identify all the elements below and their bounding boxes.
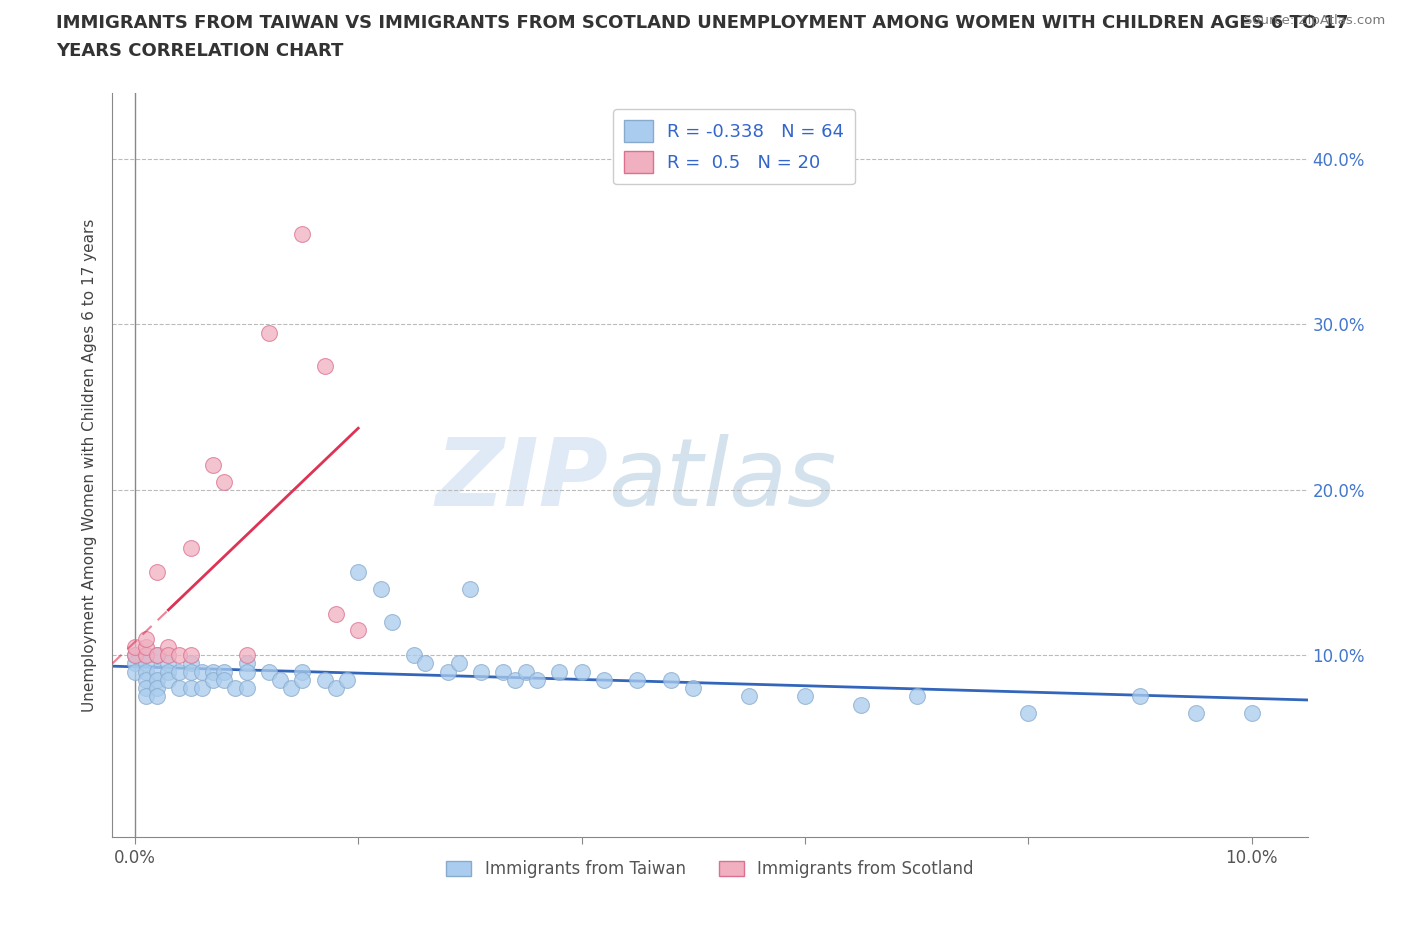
- Point: [212, 672, 235, 687]
- Point: [169, 681, 191, 696]
- Point: [436, 664, 458, 679]
- Point: [492, 664, 515, 679]
- Point: [135, 640, 157, 655]
- Point: [124, 664, 146, 679]
- Point: [458, 581, 481, 596]
- Point: [201, 664, 224, 679]
- Point: [347, 623, 370, 638]
- Point: [201, 458, 224, 472]
- Point: [1017, 706, 1039, 721]
- Point: [269, 672, 291, 687]
- Point: [571, 664, 593, 679]
- Point: [381, 615, 404, 630]
- Point: [146, 689, 169, 704]
- Point: [212, 664, 235, 679]
- Point: [180, 540, 202, 555]
- Point: [135, 681, 157, 696]
- Point: [180, 656, 202, 671]
- Point: [146, 672, 169, 687]
- Point: [235, 664, 257, 679]
- Point: [180, 681, 202, 696]
- Point: [503, 672, 526, 687]
- Point: [1129, 689, 1152, 704]
- Point: [135, 631, 157, 646]
- Point: [659, 672, 682, 687]
- Text: atlas: atlas: [609, 434, 837, 525]
- Point: [191, 664, 214, 679]
- Point: [146, 681, 169, 696]
- Point: [135, 656, 157, 671]
- Point: [447, 656, 470, 671]
- Point: [682, 681, 704, 696]
- Point: [135, 672, 157, 687]
- Point: [336, 672, 359, 687]
- Point: [413, 656, 436, 671]
- Point: [402, 647, 425, 662]
- Text: Source: ZipAtlas.com: Source: ZipAtlas.com: [1244, 14, 1385, 27]
- Point: [593, 672, 616, 687]
- Point: [157, 640, 180, 655]
- Point: [157, 672, 180, 687]
- Point: [280, 681, 302, 696]
- Point: [526, 672, 548, 687]
- Point: [291, 664, 314, 679]
- Point: [314, 672, 336, 687]
- Point: [515, 664, 537, 679]
- Point: [470, 664, 492, 679]
- Point: [146, 647, 169, 662]
- Point: [325, 606, 347, 621]
- Text: ZIP: ZIP: [436, 434, 609, 525]
- Point: [135, 647, 157, 662]
- Point: [135, 647, 157, 662]
- Point: [146, 565, 169, 580]
- Point: [135, 664, 157, 679]
- Point: [325, 681, 347, 696]
- Point: [738, 689, 761, 704]
- Point: [124, 640, 146, 655]
- Point: [905, 689, 928, 704]
- Y-axis label: Unemployment Among Women with Children Ages 6 to 17 years: Unemployment Among Women with Children A…: [82, 219, 97, 711]
- Text: YEARS CORRELATION CHART: YEARS CORRELATION CHART: [56, 42, 343, 60]
- Point: [212, 474, 235, 489]
- Point: [157, 664, 180, 679]
- Point: [370, 581, 392, 596]
- Point: [191, 681, 214, 696]
- Point: [849, 698, 872, 712]
- Point: [235, 647, 257, 662]
- Point: [548, 664, 571, 679]
- Point: [224, 681, 246, 696]
- Point: [314, 358, 336, 373]
- Text: IMMIGRANTS FROM TAIWAN VS IMMIGRANTS FROM SCOTLAND UNEMPLOYMENT AMONG WOMEN WITH: IMMIGRANTS FROM TAIWAN VS IMMIGRANTS FRO…: [56, 14, 1348, 32]
- Point: [124, 656, 146, 671]
- Point: [626, 672, 648, 687]
- Point: [1185, 706, 1208, 721]
- Point: [201, 672, 224, 687]
- Legend: Immigrants from Taiwan, Immigrants from Scotland: Immigrants from Taiwan, Immigrants from …: [440, 853, 980, 884]
- Point: [146, 647, 169, 662]
- Point: [1240, 706, 1263, 721]
- Point: [135, 689, 157, 704]
- Point: [124, 647, 146, 662]
- Point: [235, 656, 257, 671]
- Point: [257, 326, 280, 340]
- Point: [291, 226, 314, 241]
- Point: [180, 647, 202, 662]
- Point: [124, 647, 146, 662]
- Point: [169, 664, 191, 679]
- Point: [257, 664, 280, 679]
- Point: [169, 647, 191, 662]
- Point: [157, 647, 180, 662]
- Point: [347, 565, 370, 580]
- Point: [235, 681, 257, 696]
- Point: [146, 664, 169, 679]
- Point: [157, 656, 180, 671]
- Point: [794, 689, 817, 704]
- Point: [291, 672, 314, 687]
- Point: [180, 664, 202, 679]
